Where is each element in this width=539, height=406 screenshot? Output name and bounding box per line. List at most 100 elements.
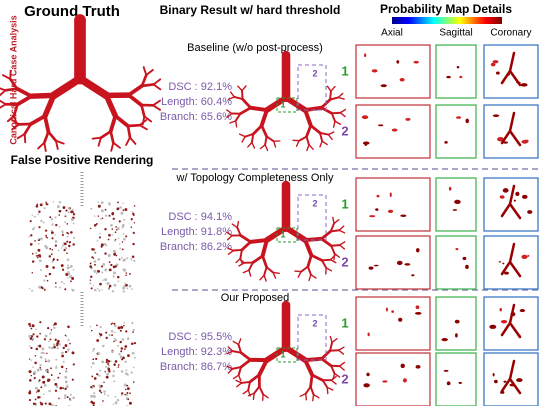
airway: [306, 387, 311, 394]
fp-dot: [90, 279, 91, 280]
fp-dot: [30, 347, 32, 349]
fp-dot: [38, 210, 40, 212]
fp-dot: [113, 271, 116, 274]
prob-blob: [493, 373, 495, 376]
fp-dot: [31, 375, 32, 376]
fp-dot: [47, 280, 49, 282]
prob-blob: [489, 325, 496, 329]
prob-blob: [392, 129, 398, 132]
prob-blob: [503, 188, 509, 193]
airway: [153, 105, 160, 110]
fp-dot: [106, 337, 108, 339]
fp-dot: [94, 260, 97, 263]
prob-blob: [369, 267, 374, 270]
view-panel: [436, 297, 476, 350]
airway: [242, 86, 246, 91]
airway: [240, 134, 246, 137]
metric: Length: 60.4%: [161, 96, 232, 108]
airway: [267, 136, 274, 141]
airway: [130, 137, 135, 143]
case-tag: 1: [280, 229, 285, 239]
case-number: 2: [341, 123, 348, 138]
airway: [331, 366, 334, 374]
fp-dot: [119, 220, 121, 222]
fp-dot: [121, 358, 123, 360]
fp-dot: [55, 390, 57, 392]
airway: [236, 114, 241, 121]
fp-dot: [96, 373, 98, 375]
fp-dot: [65, 210, 67, 212]
prob-blob: [416, 248, 419, 252]
row-label: Our Proposed: [221, 292, 289, 304]
case-number: 1: [341, 315, 348, 330]
fp-dot: [39, 321, 41, 323]
airway: [259, 360, 266, 375]
airway: [237, 383, 242, 387]
prob-blob: [527, 210, 532, 214]
airway: [327, 86, 331, 91]
row-label: Baseline (w/o post-process): [187, 42, 323, 54]
airway: [322, 141, 327, 144]
prob-blob: [503, 381, 506, 383]
airway: [339, 226, 344, 230]
airway: [326, 268, 331, 271]
airway: [242, 242, 251, 250]
fp-dot: [41, 382, 43, 384]
airway: [340, 242, 345, 245]
fp-dot: [73, 237, 75, 239]
fp-dot: [93, 348, 95, 350]
prob-blob: [466, 119, 469, 124]
fp-dot: [105, 215, 107, 217]
airway: [141, 105, 144, 116]
fp-dot: [67, 236, 69, 238]
airway: [128, 125, 140, 126]
prob-blob: [398, 318, 402, 322]
fp-dot: [34, 403, 36, 405]
fp-dot: [39, 364, 41, 366]
fp-dot: [99, 370, 101, 372]
fp-dot: [124, 348, 126, 350]
fp-dot: [93, 257, 94, 258]
airway: [243, 99, 251, 108]
fp-dot: [132, 331, 134, 333]
airway: [106, 95, 115, 116]
fp-dot: [99, 236, 101, 238]
prob-blob: [405, 118, 410, 121]
prob-blob: [444, 141, 447, 144]
fp-dot: [54, 383, 57, 386]
airway: [241, 353, 250, 360]
fp-dot: [134, 342, 136, 344]
fp-dot: [70, 280, 71, 281]
prob-blob: [455, 320, 460, 324]
fp-dot: [58, 343, 60, 345]
fp-dot: [116, 255, 118, 257]
prob-blob: [449, 187, 451, 191]
prob-blob: [527, 255, 529, 257]
fp-dot: [114, 396, 116, 398]
airway: [311, 126, 320, 133]
fp-dot: [66, 252, 68, 254]
fp-dot: [51, 231, 54, 234]
prob-blob: [368, 332, 370, 336]
airway: [260, 275, 264, 280]
airway: [153, 101, 160, 106]
airway: [264, 275, 266, 281]
fp-dot: [29, 345, 31, 347]
fp-dot: [40, 368, 42, 370]
fp-dot: [55, 339, 57, 341]
airway: [243, 270, 249, 273]
fp-dot: [47, 360, 50, 363]
airway: [154, 84, 161, 89]
fp-dot: [90, 228, 91, 229]
prob-blob: [491, 63, 496, 67]
airway: [335, 121, 340, 124]
fp-title: False Positive Rendering: [11, 153, 154, 167]
fp-dot: [62, 269, 64, 271]
fp-dot: [131, 226, 133, 228]
fp-dot: [58, 249, 60, 251]
airway: [140, 125, 147, 129]
case-number: 2: [341, 371, 348, 386]
fp-dot: [37, 213, 39, 215]
fp-dot: [96, 223, 98, 225]
binary-title: Binary Result w/ hard threshold: [160, 3, 341, 17]
